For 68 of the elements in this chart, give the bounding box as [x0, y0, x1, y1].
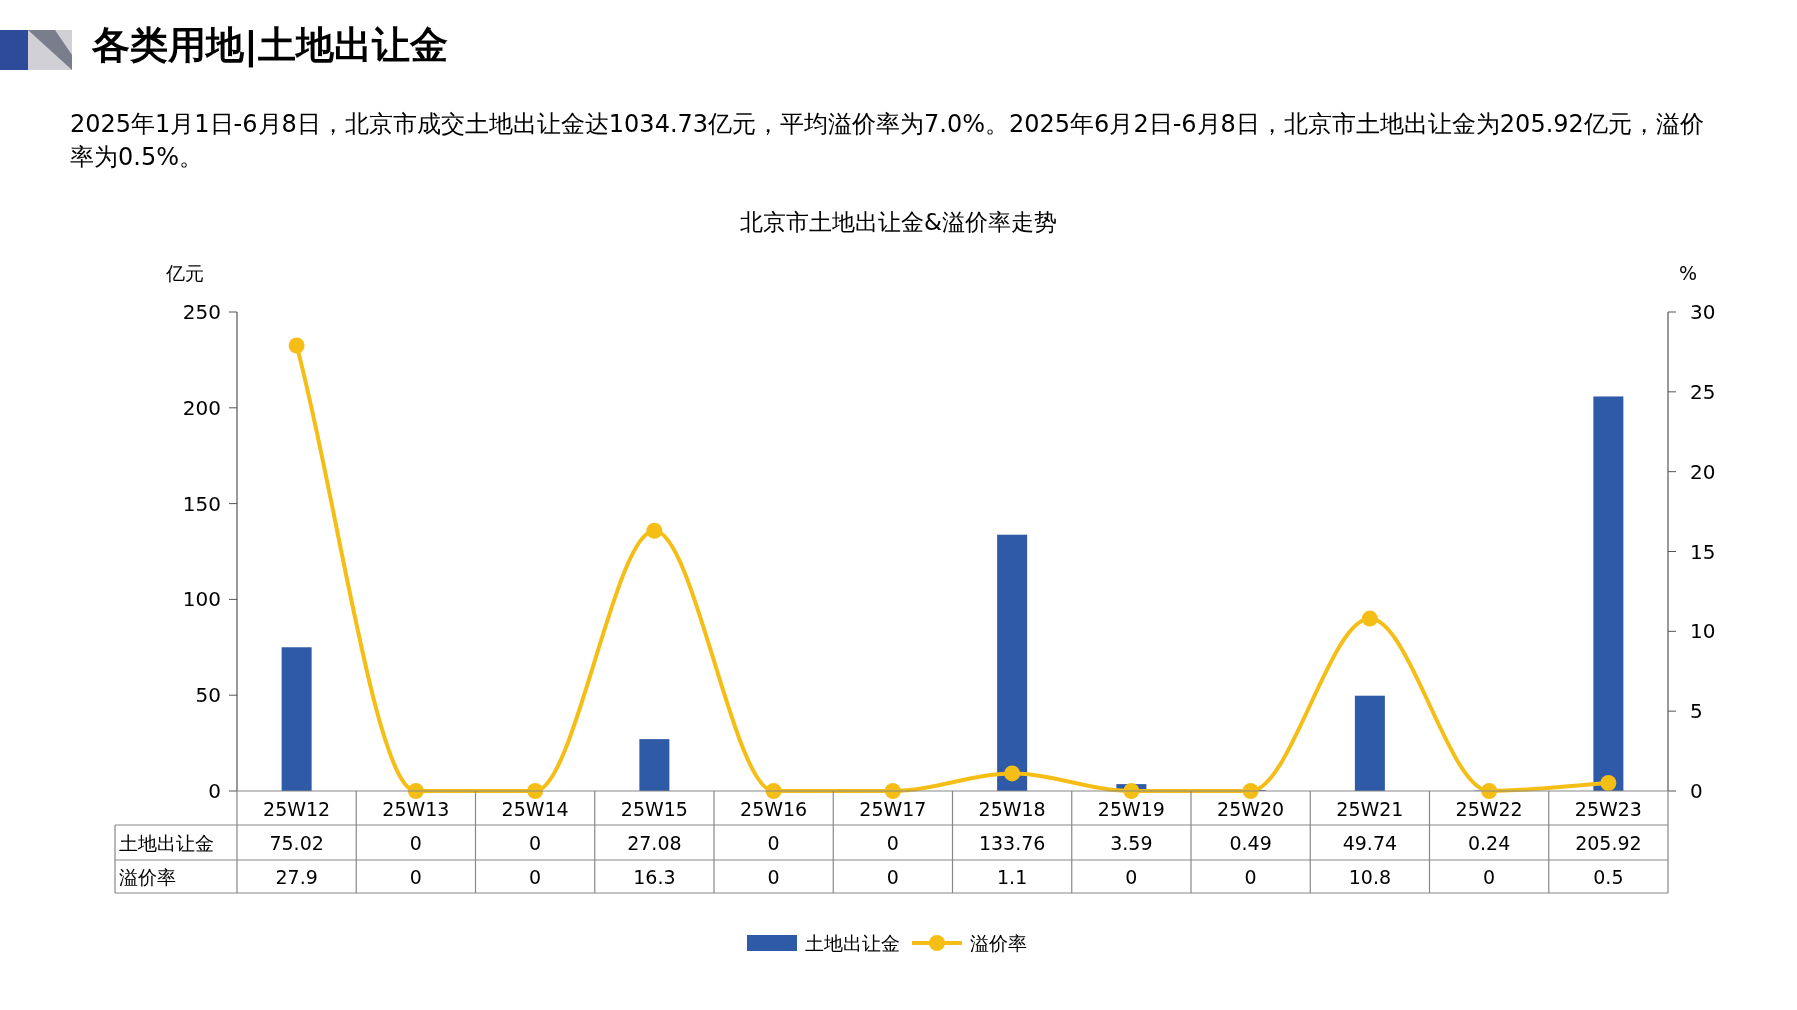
- y2-axis-title: %: [1678, 262, 1698, 284]
- y-tick-label: 250: [182, 300, 221, 324]
- y2-tick-label: 20: [1690, 459, 1716, 484]
- data-label: 0: [409, 831, 422, 854]
- y2-tick-label: 10: [1690, 619, 1716, 644]
- data-label: 16.3: [633, 865, 676, 888]
- point: [1361, 610, 1378, 627]
- x-tick-label: 25W20: [1217, 798, 1285, 820]
- data-label: 205.92: [1575, 831, 1642, 854]
- point: [646, 522, 663, 539]
- legend-label: 土地出让金: [805, 932, 900, 954]
- data-label: 0: [529, 831, 542, 854]
- x-tick-label: 25W14: [501, 798, 569, 820]
- point: [288, 337, 305, 354]
- data-label: 27.9: [275, 865, 318, 888]
- data-label: 133.76: [978, 831, 1046, 854]
- x-tick-label: 25W17: [859, 798, 927, 820]
- data-label: 0: [767, 865, 780, 888]
- text: 各类用地|土地出让金: [91, 23, 448, 68]
- x-tick-label: 25W15: [620, 798, 688, 820]
- text: 溢价率: [119, 865, 176, 888]
- legend-label: 溢价率: [970, 932, 1027, 954]
- y2-tick-label: 5: [1690, 699, 1703, 724]
- point: [1004, 765, 1021, 782]
- bar: [639, 739, 670, 791]
- bar: [281, 647, 312, 791]
- data-label: 0: [409, 865, 422, 888]
- data-label: 0: [886, 831, 899, 854]
- bar: [1593, 396, 1624, 791]
- bar: [997, 534, 1028, 791]
- y-tick-label: 200: [182, 395, 221, 420]
- data-label: 10.8: [1348, 865, 1392, 888]
- data-label: 27.08: [627, 831, 682, 854]
- y2-tick-label: 15: [1690, 539, 1716, 564]
- y-axis-title: 亿元: [165, 262, 204, 284]
- data-label: 0.5: [1593, 865, 1624, 888]
- data-label: 0: [1483, 865, 1496, 888]
- chart-title: 北京市土地出让金&溢价率走势: [740, 209, 1057, 235]
- data-label: 0: [767, 831, 780, 854]
- data-label: 3.59: [1110, 831, 1153, 854]
- y2-tick-label: 0: [1690, 779, 1703, 803]
- y-tick-label: 50: [195, 683, 221, 708]
- data-label: 0.24: [1467, 831, 1511, 854]
- bar: [1354, 695, 1385, 791]
- y-tick-label: 0: [208, 779, 221, 803]
- data-label: 1.1: [997, 865, 1028, 888]
- text: 土地出让金: [119, 831, 214, 854]
- x-tick-label: 25W18: [978, 798, 1046, 820]
- data-label: 0: [886, 865, 899, 888]
- y2-tick-label: 30: [1690, 300, 1716, 324]
- point: [1600, 775, 1617, 792]
- x-tick-label: 25W19: [1097, 798, 1165, 820]
- data-label: 75.02: [269, 831, 324, 854]
- x-tick-label: 25W16: [740, 798, 808, 820]
- data-label: 0: [1125, 865, 1138, 888]
- x-tick-label: 25W13: [382, 798, 450, 820]
- data-label: 49.74: [1342, 831, 1398, 854]
- y2-tick-label: 25: [1690, 379, 1716, 404]
- data-label: 0.49: [1229, 831, 1272, 854]
- y-tick-label: 100: [182, 587, 221, 612]
- y-tick-label: 150: [182, 491, 221, 516]
- x-tick-label: 25W22: [1455, 798, 1523, 820]
- x-tick-label: 25W21: [1336, 798, 1404, 820]
- x-tick-label: 25W12: [263, 798, 331, 820]
- text: 2025年1月1日-6月8日，北京市成交土地出让金达1034.73亿元，平均溢价率为7.0%。2025年6月2日-6月8日，北京市土地出让金为205.92亿元，溢价率为0.5%。: [70, 109, 1705, 173]
- x-tick-label: 25W23: [1574, 798, 1642, 820]
- data-label: 0: [1244, 865, 1257, 888]
- data-label: 0: [529, 865, 542, 888]
